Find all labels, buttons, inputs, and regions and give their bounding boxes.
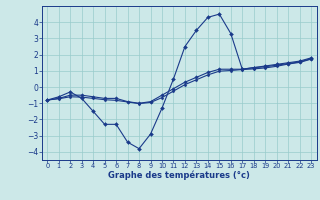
X-axis label: Graphe des températures (°c): Graphe des températures (°c) [108, 171, 250, 180]
